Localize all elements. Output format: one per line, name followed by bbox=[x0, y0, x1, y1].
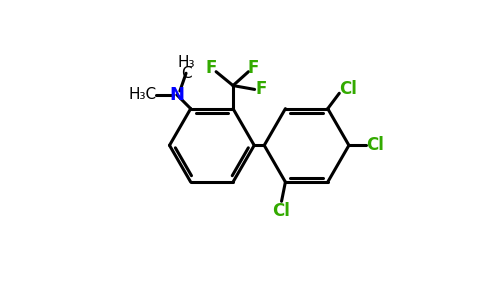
Text: F: F bbox=[247, 59, 259, 77]
Text: H₃C: H₃C bbox=[128, 87, 156, 102]
Text: C: C bbox=[181, 66, 191, 81]
Text: Cl: Cl bbox=[272, 202, 290, 220]
Text: Cl: Cl bbox=[340, 80, 358, 98]
Text: F: F bbox=[206, 59, 217, 77]
Text: Cl: Cl bbox=[366, 136, 384, 154]
Text: F: F bbox=[255, 80, 267, 98]
Text: H₃: H₃ bbox=[177, 55, 195, 70]
Text: N: N bbox=[169, 86, 184, 104]
